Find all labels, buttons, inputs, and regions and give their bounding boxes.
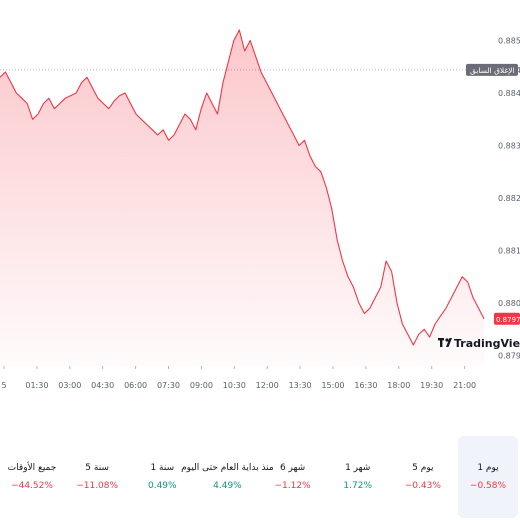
previous-close-tag: الإغلاق السابق [466, 63, 518, 76]
period-label: 5 سنة [85, 463, 109, 473]
period-label: 6 شهر [279, 463, 306, 473]
tradingview-icon [438, 338, 452, 347]
x-tick-label: 16:30 [354, 381, 377, 390]
period-change: −11.08% [76, 481, 119, 491]
period-4[interactable]: منذ بداية العام حتى اليوم 4.49% [181, 436, 274, 518]
period-5[interactable]: 1 سنة 0.49% [132, 436, 192, 518]
y-tick-label: 0.88300 [498, 142, 520, 151]
x-tick-label: 06:00 [124, 381, 147, 390]
last-price-label: 0.87970 [496, 316, 520, 324]
y-tick-label: 0.88000 [498, 299, 520, 308]
period-1[interactable]: 5 يوم −0.43% [393, 436, 453, 518]
price-axis: 0.885000.884440.884000.883000.882000.881… [498, 37, 520, 361]
period-label: جميع الأوقات [7, 463, 57, 473]
x-tick-label: 12:00 [256, 381, 279, 390]
y-tick-label: 0.88200 [498, 194, 520, 203]
x-tick-label: 19:30 [420, 381, 443, 390]
time-axis: 5 01:30 03:00 04:30 06:00 07:30 09:00 10:30 12:0… [1, 366, 476, 390]
y-tick-label: 0.88400 [498, 89, 520, 98]
period-change: 0.49% [147, 481, 177, 491]
tradingview-wordmark: TradingView [454, 337, 520, 350]
period-3[interactable]: 6 شهر −1.12% [263, 436, 323, 518]
price-chart[interactable]: 0.885000.884440.884000.883000.882000.881… [0, 0, 520, 400]
x-tick-label: 18:00 [387, 381, 410, 390]
x-tick-label: 5 [1, 381, 6, 390]
period-2[interactable]: 1 شهر 1.72% [328, 436, 388, 518]
x-tick-label: 21:00 [453, 381, 476, 390]
period-label: 1 يوم [477, 463, 499, 473]
x-tick-label: 07:30 [157, 381, 180, 390]
period-label: 1 سنة [150, 463, 175, 473]
period-7[interactable]: جميع الأوقات −44.52% [2, 436, 62, 518]
last-price-tag: 0.87970 [494, 312, 520, 325]
y-tick-label: 0.88500 [498, 37, 520, 46]
period-0[interactable]: 1 يوم −0.58% [457, 436, 518, 518]
y-tick-label: 0.88100 [498, 247, 520, 256]
y-tick-label: 0.87900 [498, 352, 520, 361]
period-change: −44.52% [11, 481, 53, 491]
price-line [0, 29, 485, 346]
period-change: −1.12% [274, 481, 311, 491]
period-change: 1.72% [343, 481, 372, 491]
x-tick-label: 03:00 [58, 381, 81, 390]
tradingview-logo[interactable]: TradingView [438, 337, 520, 350]
period-selector: 1 يوم −0.58% 5 يوم −0.43% 1 شهر 1.72% 6 شهر −1.… [0, 436, 520, 520]
x-tick-label: 04:30 [91, 381, 114, 390]
x-tick-label: 15:00 [321, 381, 344, 390]
previous-close-label: الإغلاق السابق [470, 66, 515, 75]
period-label: منذ بداية العام حتى اليوم [181, 463, 274, 473]
x-tick-label: 01:30 [25, 381, 48, 390]
period-change: −0.58% [469, 481, 507, 491]
x-tick-label: 13:30 [289, 381, 312, 390]
price-area [0, 30, 484, 366]
period-change: 4.49% [213, 481, 242, 491]
x-tick-label: 09:00 [190, 381, 213, 390]
period-6[interactable]: 5 سنة −11.08% [67, 436, 127, 518]
period-change: −0.43% [404, 481, 441, 491]
x-tick-label: 10:30 [223, 381, 246, 390]
period-label: 1 شهر [345, 463, 371, 473]
period-label: 5 يوم [412, 463, 434, 473]
